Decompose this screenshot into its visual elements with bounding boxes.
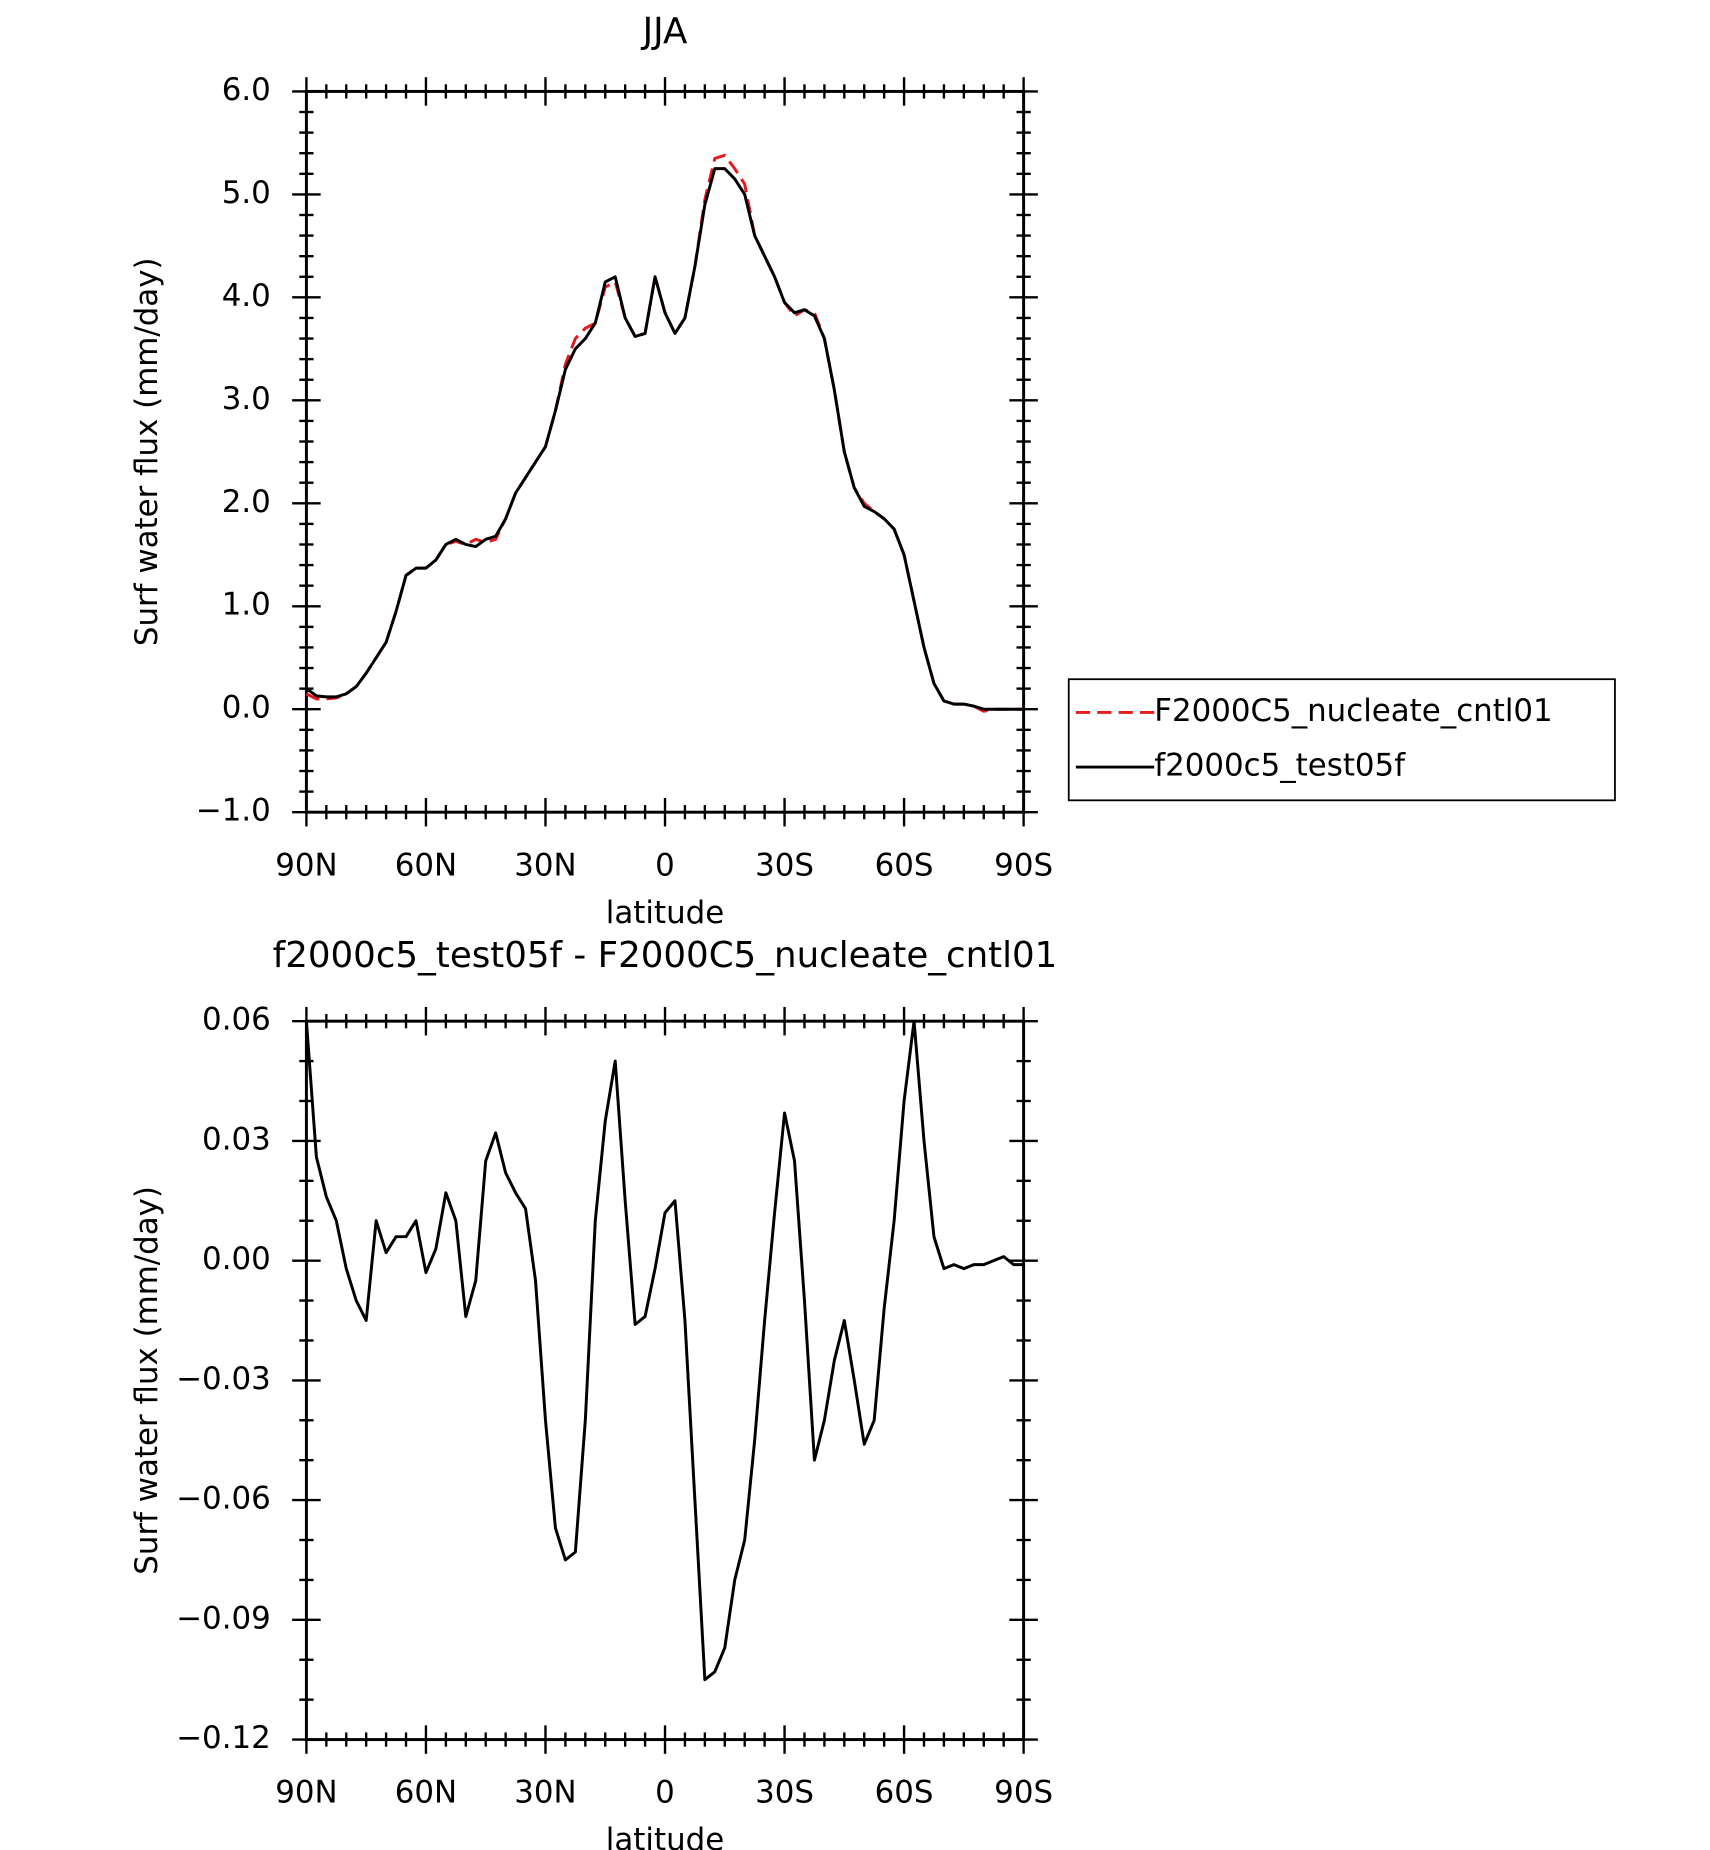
y-tick-label: −1.0: [196, 793, 271, 829]
x-tick-label: 90N: [275, 1775, 337, 1811]
chart-title: JJA: [641, 11, 688, 52]
legend-box: [1067, 678, 1616, 802]
y-tick-label: 5.0: [222, 175, 271, 211]
y-tick-label: −0.09: [176, 1600, 271, 1636]
y-tick-label: 1.0: [222, 587, 271, 623]
y-tick-label: 0.0: [222, 690, 271, 726]
y-axis-label: Surf water flux (mm/day): [129, 257, 165, 646]
legend-label: F2000C5_nucleate_cntl01: [1154, 693, 1552, 729]
y-tick-label: −0.03: [176, 1361, 271, 1397]
x-tick-label: 0: [655, 847, 675, 883]
x-tick-label: 30N: [514, 1775, 576, 1811]
x-tick-label: 30S: [755, 847, 814, 883]
y-tick-label: 2.0: [222, 484, 271, 520]
x-tick-label: 90N: [275, 847, 337, 883]
y-tick-label: 6.0: [222, 72, 271, 108]
y-tick-label: −0.06: [176, 1481, 271, 1517]
x-tick-label: 90S: [994, 1775, 1053, 1811]
data-line: [305, 153, 1024, 713]
x-tick-label: 60N: [395, 1775, 457, 1811]
x-axis-label: latitude: [606, 895, 724, 931]
x-axis-label: latitude: [606, 1822, 724, 1850]
x-tick-label: 60S: [875, 847, 934, 883]
x-tick-label: 90S: [994, 847, 1053, 883]
legend-label: f2000c5_test05f: [1154, 748, 1406, 784]
plot-frame: [304, 89, 1026, 814]
y-tick-label: 0.06: [202, 1002, 271, 1038]
data-line: [305, 167, 1024, 711]
y-tick-label: 0.00: [202, 1241, 271, 1277]
x-tick-label: 60N: [395, 847, 457, 883]
y-axis-label: Surf water flux (mm/day): [129, 1186, 165, 1575]
chart-title: f2000c5_test05f - F2000C5_nucleate_cntl0…: [273, 935, 1058, 976]
x-tick-label: 30N: [514, 847, 576, 883]
x-tick-label: 30S: [755, 1775, 814, 1811]
y-tick-label: −0.12: [176, 1720, 271, 1756]
x-tick-label: 0: [655, 1775, 675, 1811]
y-tick-label: 4.0: [222, 278, 271, 314]
plot-frame: [304, 1019, 1026, 1742]
y-tick-label: 3.0: [222, 381, 271, 417]
x-tick-label: 60S: [875, 1775, 934, 1811]
data-line: [304, 1019, 1024, 1682]
y-tick-label: 0.03: [202, 1121, 271, 1157]
